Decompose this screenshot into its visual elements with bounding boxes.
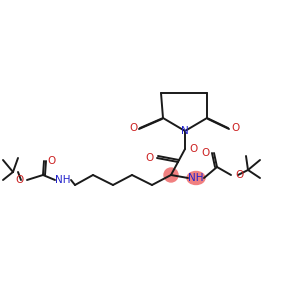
Text: O: O (190, 144, 198, 154)
Text: O: O (146, 153, 154, 163)
Text: NH: NH (188, 173, 204, 183)
Text: O: O (231, 123, 239, 133)
Text: O: O (202, 148, 210, 158)
Text: NH: NH (55, 175, 71, 185)
Text: O: O (235, 170, 243, 180)
Ellipse shape (187, 172, 205, 184)
Circle shape (164, 168, 178, 182)
Text: N: N (181, 126, 189, 136)
Text: O: O (15, 175, 23, 185)
Text: O: O (47, 156, 55, 166)
Text: O: O (129, 123, 137, 133)
